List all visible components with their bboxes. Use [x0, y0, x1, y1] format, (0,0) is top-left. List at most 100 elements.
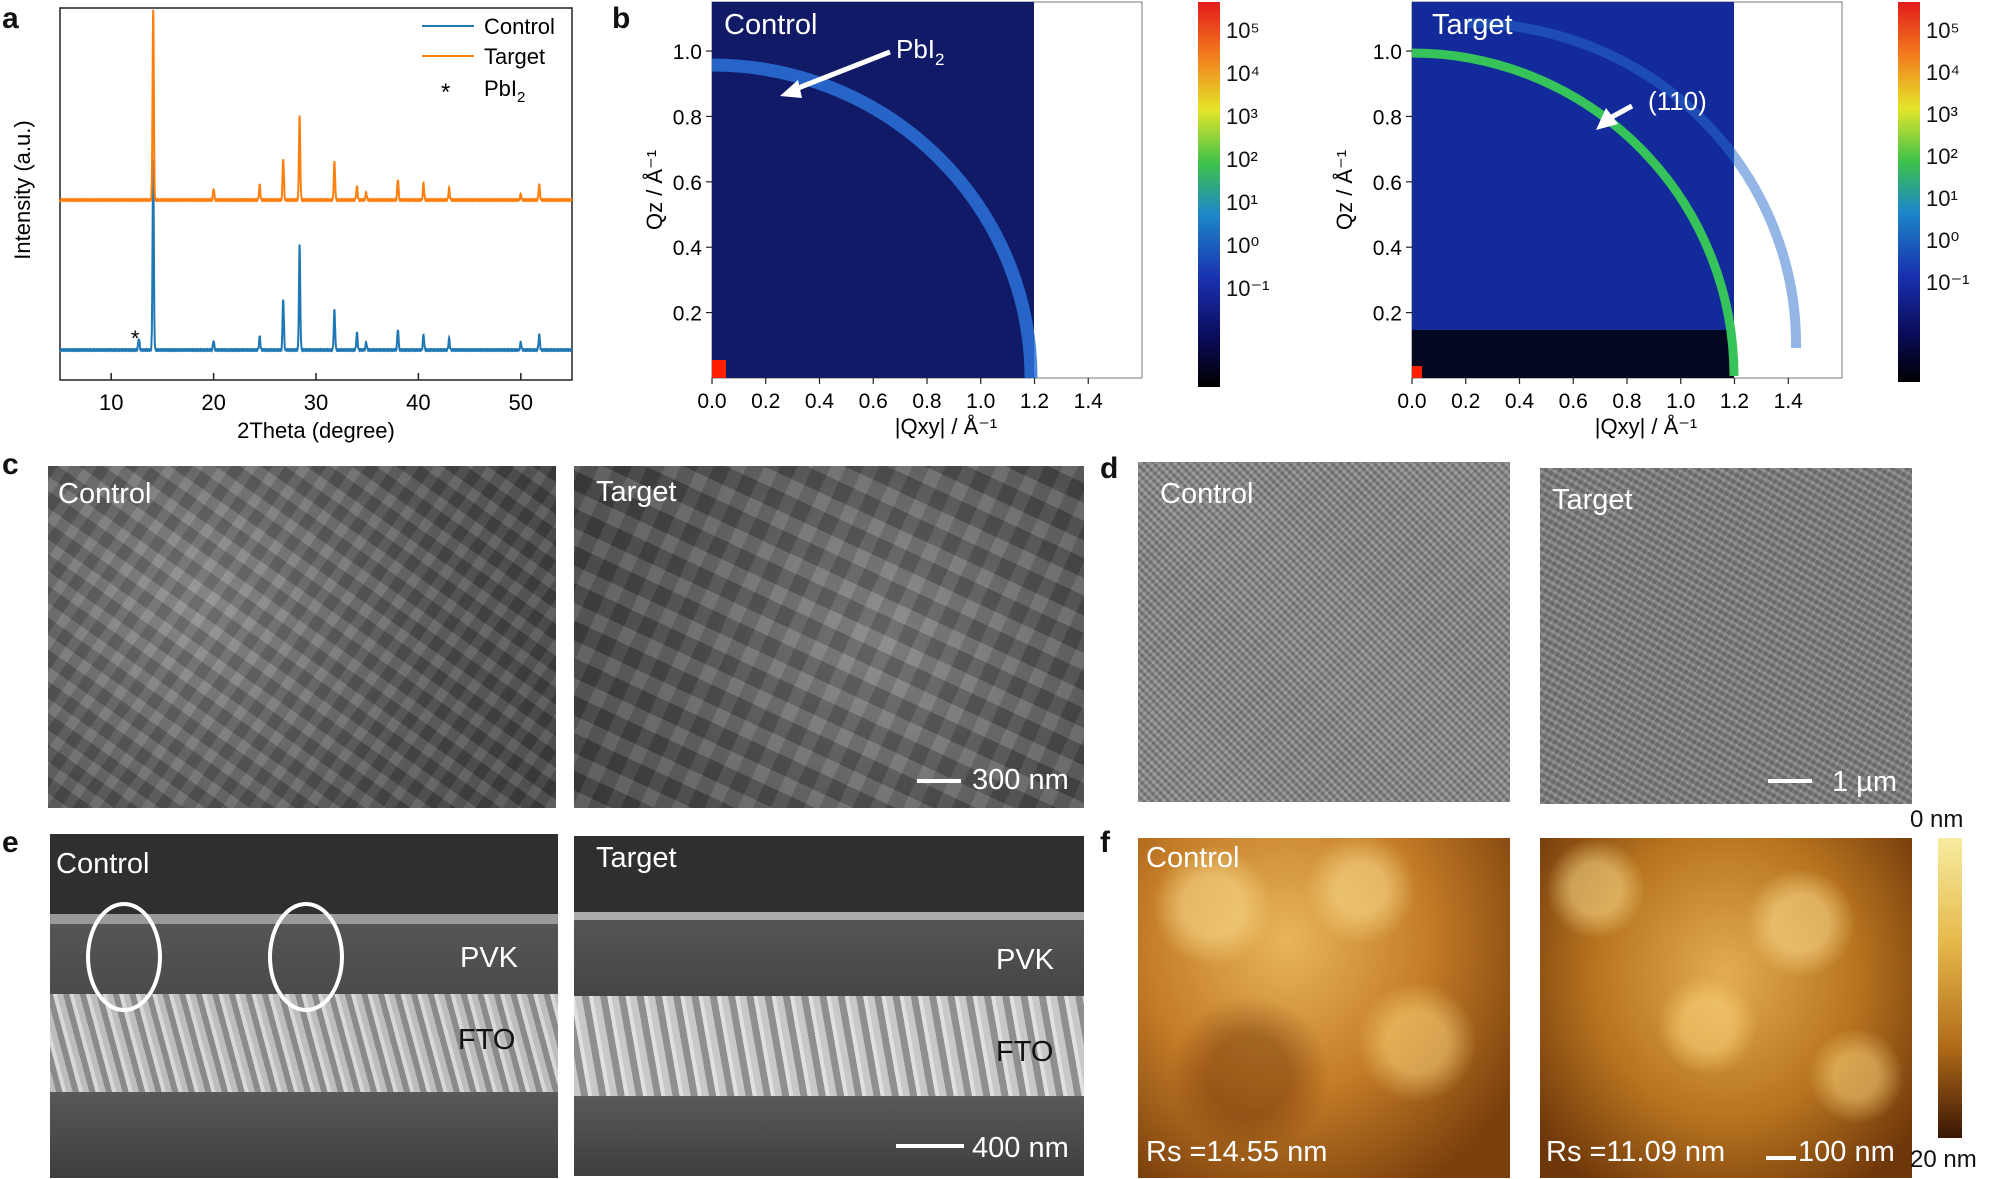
panel-label-d: d: [1100, 452, 1119, 485]
giwaxs-control: Control PbI2 0.0 0.2 0.4 0.6 0.8 1.0 1.2 1.4 0.2…: [642, 1, 1220, 439]
giwaxs-control-ylabel: Qz / Å⁻¹: [642, 150, 667, 230]
colorbar-label: 10⁵: [1226, 18, 1260, 43]
afm-control-image: Control Rs =14.55 nm: [1138, 838, 1510, 1178]
xrd-series-control: [59, 159, 573, 353]
colorbar-label: 10³: [1926, 102, 1958, 127]
sem-large-target-label: Target: [1552, 484, 1633, 516]
sem-target-label: Target: [596, 476, 677, 508]
giwaxs-xtick-label: 0.8: [1612, 390, 1641, 413]
giwaxs-xtick-label: 1.4: [1774, 390, 1804, 413]
sem-control-label: Control: [58, 478, 152, 510]
pbi2-peak-marker: *: [131, 326, 140, 351]
colorbar-label: 10⁰: [1226, 233, 1260, 258]
colorbar-control-labels: 10⁵ 10⁴ 10³ 10² 10¹ 10⁰ 10⁻¹: [1226, 0, 1286, 390]
giwaxs-xtick-label: 1.0: [1666, 390, 1695, 413]
giwaxs-target-xlabel: |Qxy| / Å⁻¹: [1595, 414, 1698, 439]
target-110-ring: [1411, 48, 1739, 377]
afm-target-rs: Rs =11.09 nm: [1546, 1136, 1726, 1168]
afm-colorbar-bottom: 20 nm: [1910, 1146, 1977, 1173]
cross-control-pvk: PVK: [460, 942, 519, 974]
giwaxs-xtick-label: 0.0: [697, 390, 726, 413]
giwaxs-ytick-label: 1.0: [673, 41, 702, 64]
110-arrow: [1608, 103, 1634, 121]
panel-label-f: f: [1100, 826, 1110, 859]
colorbar-label: 10⁴: [1226, 61, 1260, 86]
colorbar-target: [1898, 2, 1920, 382]
colorbar-label: 10³: [1226, 104, 1258, 129]
giwaxs-xtick-label: 1.2: [1020, 390, 1049, 413]
cross-control-fto: FTO: [458, 1024, 516, 1056]
xrd-xtick-label: 10: [99, 390, 123, 415]
colorbar-label: 10⁻¹: [1926, 270, 1970, 295]
giwaxs-xtick-label: 1.2: [1720, 390, 1749, 413]
scalebar-1um-label: 1 µm: [1832, 766, 1898, 798]
afm-control-label: Control: [1146, 842, 1240, 874]
giwaxs-control-title: Control: [724, 9, 818, 41]
xrd-xlabel: 2Theta (degree): [237, 418, 395, 443]
giwaxs-ytick-label: 0.8: [1373, 106, 1402, 129]
colorbar-label: 10⁴: [1926, 60, 1960, 85]
cross-control-label: Control: [56, 848, 150, 880]
colorbar-label: 10²: [1926, 144, 1958, 169]
cross-target-pvk: PVK: [996, 944, 1055, 976]
afm-control-rs: Rs =14.55 nm: [1146, 1136, 1328, 1168]
giwaxs-ytick-label: 0.2: [673, 303, 702, 326]
sem-control-image: Control: [48, 466, 556, 808]
pbi2-annotation: PbI2: [896, 34, 945, 69]
defect-circle-2: [268, 902, 344, 1012]
legend-pbi2: PbI2: [484, 76, 525, 106]
giwaxs-xtick-label: 0.6: [1559, 390, 1588, 413]
xrd-xtick-label: 50: [509, 390, 533, 415]
afm-target-image: Rs =11.09 nm 100 nm: [1540, 838, 1912, 1178]
legend-pbi2-marker: *: [441, 79, 450, 106]
pbi2-arrow: [787, 49, 891, 95]
colorbar-label: 10⁵: [1926, 18, 1960, 43]
control-pbi2-ring: [711, 58, 1038, 379]
afm-colorbar-top: 0 nm: [1910, 806, 1964, 833]
giwaxs-target: Target (110) 0.0 0.2 0.4 0.6 0.8 1.0 1.2 1.4 0.2…: [1332, 1, 1843, 439]
panel-label-a: a: [2, 2, 19, 35]
scalebar-300nm-label: 300 nm: [972, 764, 1069, 796]
giwaxs-ytick-label: 0.6: [1373, 172, 1402, 195]
colorbar-label: 10²: [1226, 147, 1258, 172]
colorbar-label: 10⁰: [1926, 228, 1960, 253]
defect-circle-1: [86, 902, 162, 1012]
giwaxs-ytick-label: 0.8: [673, 106, 702, 129]
giwaxs-xtick-label: 0.4: [1505, 390, 1535, 413]
giwaxs-ytick-label: 0.4: [1373, 237, 1403, 260]
scalebar-300nm: [917, 779, 961, 783]
giwaxs-xtick-label: 0.0: [1397, 390, 1426, 413]
giwaxs-xtick-label: 0.6: [859, 390, 888, 413]
110-annotation: (110): [1648, 86, 1707, 116]
afm-colorbar: [1938, 838, 1962, 1138]
giwaxs-xtick-label: 1.4: [1074, 390, 1104, 413]
giwaxs-ytick-label: 0.2: [1373, 303, 1402, 326]
xrd-xtick-label: 20: [201, 390, 225, 415]
giwaxs-xtick-label: 0.8: [912, 390, 941, 413]
panel-label-e: e: [2, 826, 19, 859]
giwaxs-control-xlabel: |Qxy| / Å⁻¹: [895, 414, 998, 439]
colorbar-label: 10¹: [1226, 190, 1258, 215]
colorbar-label: 10¹: [1926, 186, 1958, 211]
sem-large-control-label: Control: [1160, 478, 1254, 510]
xrd-xtick-label: 30: [304, 390, 328, 415]
cross-target-label: Target: [596, 842, 677, 874]
colorbar-control: [1198, 2, 1220, 387]
xrd-xtick-label: 40: [406, 390, 430, 415]
xrd-chart: 10 20 30 40 50 Intensity (a.u.) 2Theta (degr…: [10, 7, 573, 443]
panel-label-b: b: [612, 2, 631, 35]
cross-target-fto: FTO: [996, 1036, 1054, 1068]
panel-label-c: c: [2, 448, 19, 481]
scalebar-400nm: [896, 1144, 964, 1148]
xrd-series-target: [59, 9, 573, 203]
scalebar-1um: [1768, 779, 1812, 783]
sem-large-control-image: Control: [1138, 462, 1510, 802]
colorbar-label: 10⁻¹: [1226, 276, 1270, 301]
cross-section-control-image: Control PVK FTO: [50, 834, 558, 1178]
xrd-ylabel: Intensity (a.u.): [10, 120, 35, 259]
sem-target-image: Target 300 nm: [574, 466, 1084, 808]
giwaxs-xtick-label: 0.2: [751, 390, 780, 413]
giwaxs-xtick-label: 0.4: [805, 390, 835, 413]
legend-control: Control: [484, 14, 555, 39]
scalebar-100nm-label: 100 nm: [1798, 1136, 1895, 1168]
